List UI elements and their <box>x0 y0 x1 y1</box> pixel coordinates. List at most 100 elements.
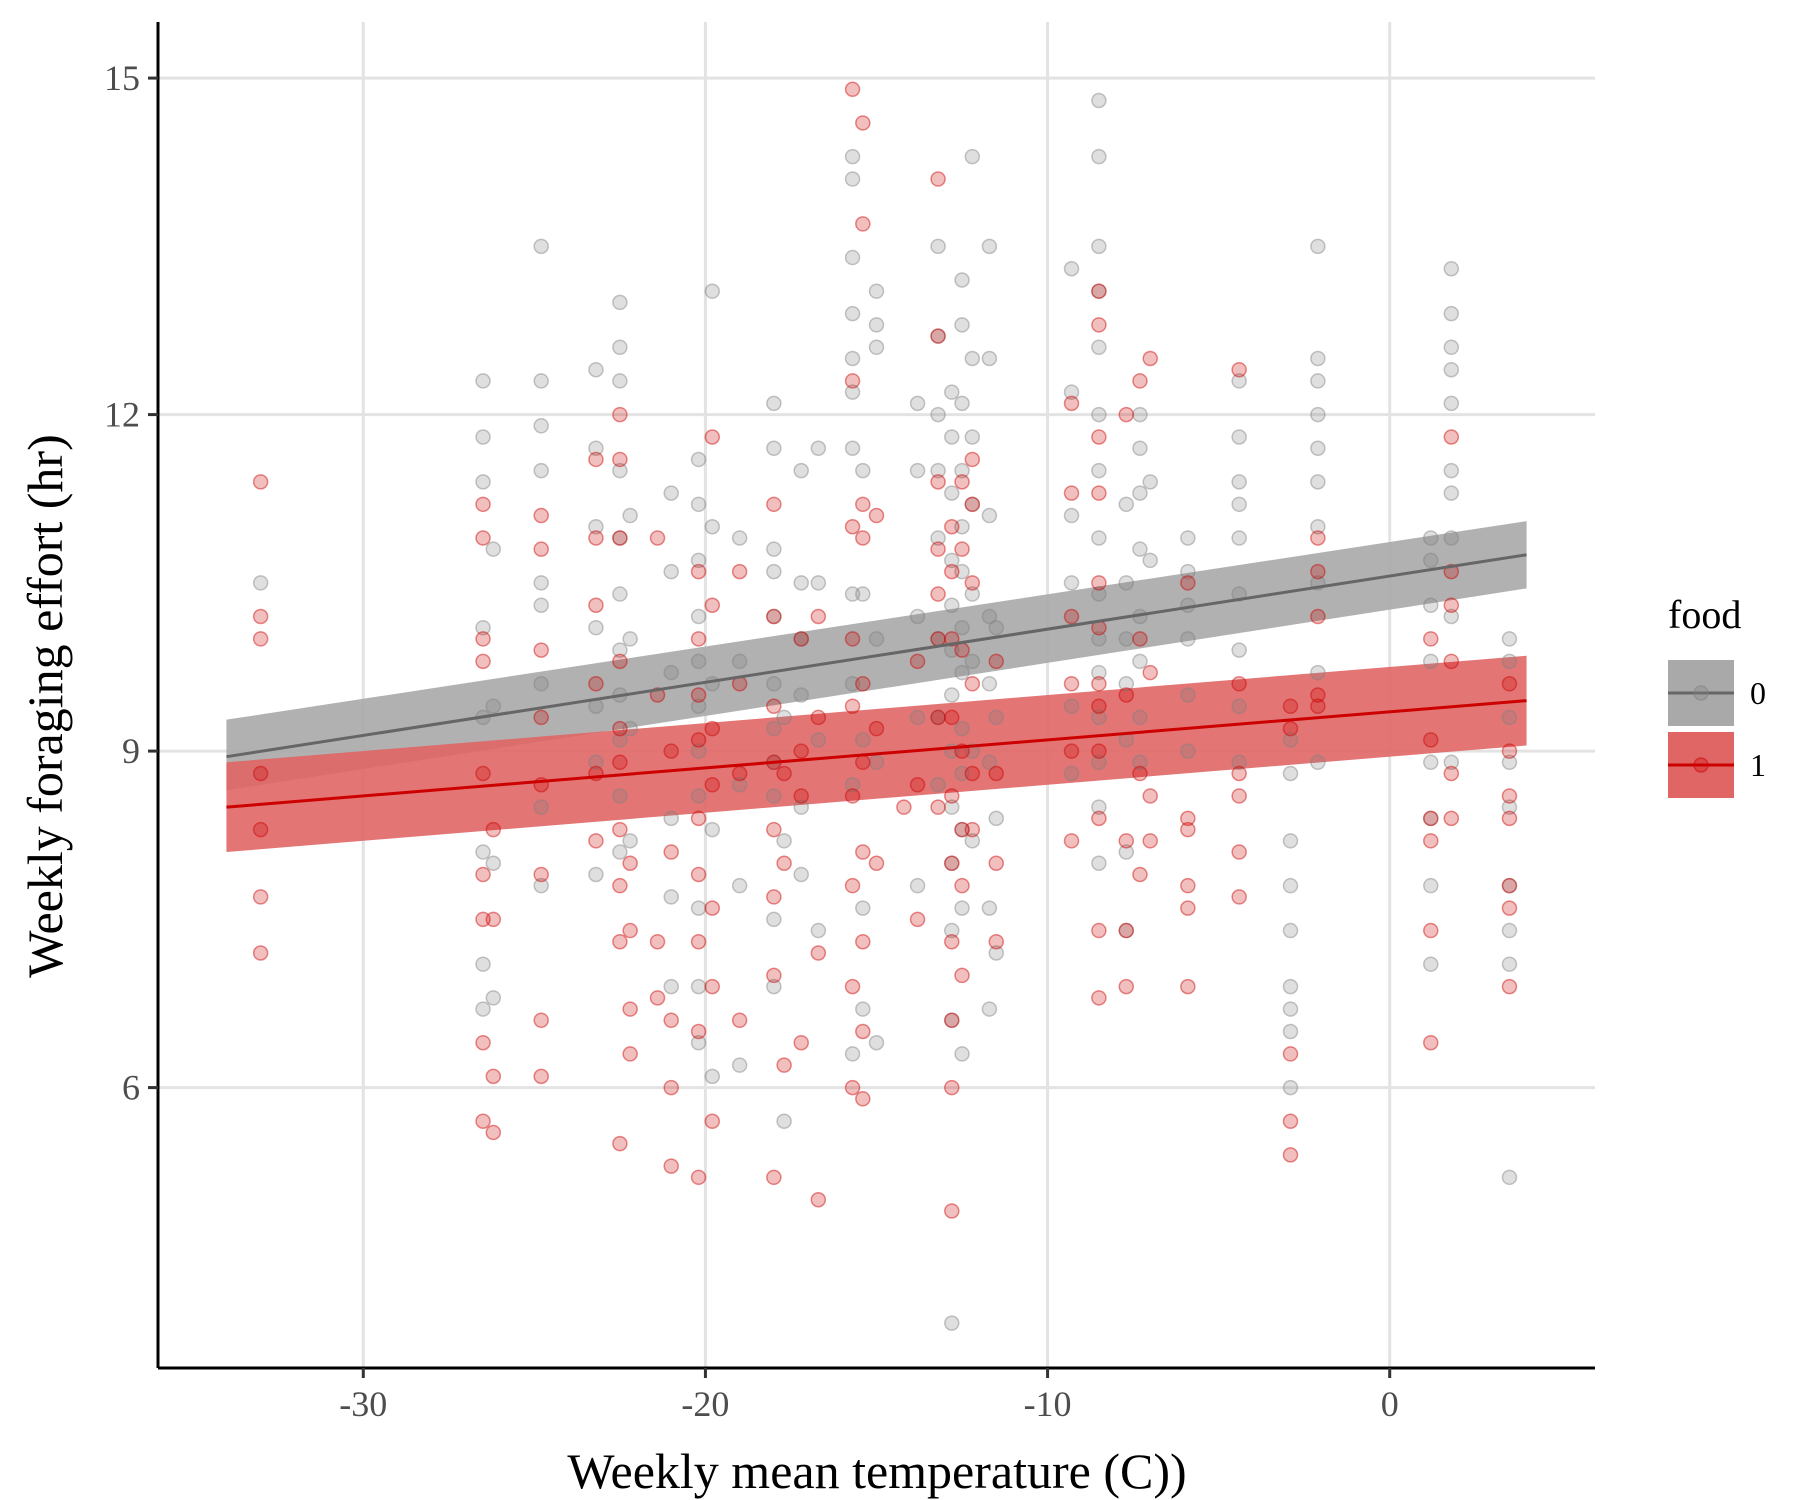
point-series-0 <box>1501 709 1518 726</box>
point-series-1 <box>1118 406 1135 423</box>
point-series-1 <box>930 799 946 815</box>
point-series-1 <box>1282 720 1299 737</box>
point-series-1 <box>964 765 981 782</box>
point-series-0 <box>793 462 809 479</box>
point-series-0 <box>1310 238 1326 255</box>
point-series-0 <box>793 687 809 703</box>
point-series-1 <box>1443 653 1460 670</box>
point-series-1 <box>1091 698 1107 714</box>
point-series-0 <box>1118 631 1135 647</box>
point-series-1 <box>704 720 721 737</box>
point-series-0 <box>663 978 679 995</box>
point-series-0 <box>1501 754 1518 771</box>
point-series-1 <box>1118 922 1135 939</box>
point-series-1 <box>1091 810 1107 827</box>
point-series-0 <box>868 283 885 299</box>
point-series-0 <box>944 1012 960 1029</box>
point-series-0 <box>793 866 809 883</box>
point-series-0 <box>844 676 861 692</box>
point-series-0 <box>533 877 549 894</box>
point-series-0 <box>1282 833 1299 849</box>
legend-label-1: 1 <box>1750 747 1766 783</box>
point-series-0 <box>981 754 998 771</box>
point-series-1 <box>844 519 861 535</box>
point-series-0 <box>588 619 604 636</box>
point-series-0 <box>1180 743 1196 759</box>
point-series-1 <box>1423 631 1439 647</box>
point-series-0 <box>954 395 970 412</box>
point-series-1 <box>844 788 861 804</box>
point-series-1 <box>1091 317 1107 333</box>
point-series-0 <box>1310 350 1326 367</box>
point-series-1 <box>1091 429 1107 445</box>
y-tick-label: 9 <box>122 731 140 771</box>
point-series-0 <box>810 922 827 939</box>
point-series-0 <box>588 519 604 535</box>
point-series-1 <box>988 855 1004 871</box>
point-series-0 <box>909 877 926 894</box>
point-series-1 <box>1091 485 1107 501</box>
point-series-1 <box>588 451 604 468</box>
point-series-0 <box>1501 877 1518 894</box>
point-series-1 <box>690 631 707 647</box>
point-series-1 <box>612 754 628 771</box>
point-series-0 <box>766 676 782 692</box>
point-series-0 <box>844 776 861 793</box>
point-series-0 <box>1091 339 1107 356</box>
point-series-1 <box>475 765 491 782</box>
point-series-1 <box>485 821 502 838</box>
point-series-0 <box>663 563 679 580</box>
point-series-1 <box>622 855 638 871</box>
point-series-0 <box>1231 429 1247 445</box>
point-series-1 <box>1063 743 1080 759</box>
point-series-0 <box>1443 395 1460 412</box>
point-series-1 <box>1180 978 1196 995</box>
point-series-0 <box>766 911 782 928</box>
point-series-0 <box>533 575 549 591</box>
point-series-1 <box>810 1192 827 1208</box>
point-series-1 <box>252 608 269 625</box>
confidence-ribbons <box>226 521 1527 853</box>
point-series-1 <box>252 945 269 961</box>
point-series-1 <box>930 586 946 602</box>
point-series-1 <box>855 216 871 232</box>
point-series-1 <box>944 1203 960 1219</box>
point-series-1 <box>954 541 970 557</box>
point-series-1 <box>252 765 269 782</box>
point-series-0 <box>1443 305 1460 322</box>
point-series-1 <box>690 1023 707 1040</box>
point-series-1 <box>855 844 871 860</box>
point-series-0 <box>766 978 782 995</box>
point-series-0 <box>766 608 782 625</box>
point-series-0 <box>1142 474 1158 490</box>
point-series-1 <box>766 608 782 625</box>
point-series-0 <box>944 429 960 445</box>
point-series-1 <box>663 1158 679 1174</box>
point-series-1 <box>855 1091 871 1107</box>
point-series-1 <box>690 810 707 827</box>
point-series-0 <box>1118 922 1135 939</box>
point-series-1 <box>944 519 960 535</box>
point-series-0 <box>252 575 269 591</box>
point-series-0 <box>1310 474 1326 490</box>
point-series-0 <box>1063 507 1080 524</box>
point-series-1 <box>475 496 491 513</box>
point-series-0 <box>1310 519 1326 535</box>
point-series-0 <box>844 440 861 456</box>
point-series-0 <box>954 462 970 479</box>
point-series-0 <box>533 597 549 614</box>
point-series-1 <box>649 934 666 950</box>
point-series-0 <box>1501 956 1518 972</box>
y-tick-label: 12 <box>104 395 140 435</box>
point-series-0 <box>1423 530 1439 546</box>
point-series-0 <box>1282 877 1299 894</box>
point-series-0 <box>810 575 827 591</box>
point-series-0 <box>663 664 679 681</box>
point-series-1 <box>1142 788 1158 804</box>
point-series-0 <box>981 1001 998 1017</box>
point-series-0 <box>612 732 628 748</box>
point-series-1 <box>704 900 721 916</box>
point-series-0 <box>1132 485 1148 501</box>
point-series-0 <box>1282 1079 1299 1096</box>
point-series-1 <box>690 1169 707 1186</box>
